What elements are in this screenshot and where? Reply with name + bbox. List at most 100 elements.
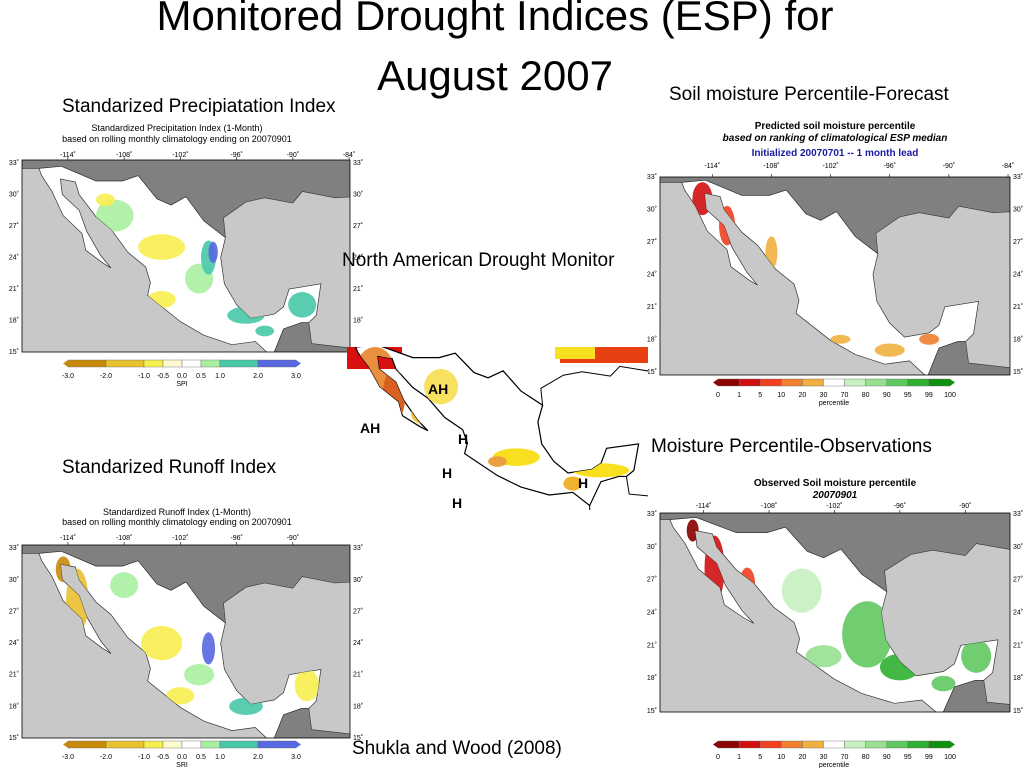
colorbar-segment bbox=[257, 740, 297, 749]
colorbar-segment bbox=[823, 378, 845, 387]
lat-label: 24˚ bbox=[1013, 609, 1023, 617]
colorbar-segment bbox=[802, 740, 824, 749]
anomaly-patch bbox=[805, 645, 842, 668]
colorbar-label: 20 bbox=[798, 392, 806, 399]
lon-label: -90˚ bbox=[959, 502, 971, 510]
colorbar-label: 70 bbox=[841, 392, 849, 399]
drought-label: AH bbox=[360, 420, 380, 436]
lat-label: 27˚ bbox=[9, 222, 19, 230]
anomaly-patch bbox=[781, 568, 822, 613]
colorbar-segment bbox=[823, 740, 845, 749]
anomaly-patch bbox=[96, 193, 115, 207]
lon-label: -102˚ bbox=[826, 502, 842, 510]
lon-label: -96˚ bbox=[230, 151, 242, 159]
lat-label: 18˚ bbox=[353, 702, 363, 710]
colorbar-segment bbox=[200, 359, 221, 368]
lat-label: 15˚ bbox=[9, 734, 19, 742]
colorbar-label: 0.5 bbox=[196, 373, 206, 380]
anomaly-patch bbox=[919, 333, 940, 345]
lon-label: -114˚ bbox=[60, 534, 76, 542]
colorbar-label: 100 bbox=[944, 392, 956, 399]
lat-label: 27˚ bbox=[353, 607, 363, 615]
colorbar-label: 100 bbox=[944, 754, 956, 761]
drought-label: H bbox=[578, 475, 588, 491]
map-body bbox=[660, 177, 1010, 375]
colorbar-label: 99 bbox=[925, 754, 933, 761]
lon-label: -96˚ bbox=[230, 534, 242, 542]
lon-label: -114˚ bbox=[60, 151, 76, 159]
map-body bbox=[22, 160, 350, 352]
colorbar-label: -2.0 bbox=[100, 373, 112, 380]
colorbar-label: 95 bbox=[904, 392, 912, 399]
colorbar-name: percentile bbox=[819, 400, 849, 407]
map-title: based on ranking of climatological ESP m… bbox=[723, 133, 948, 144]
colorbar-label: 20 bbox=[798, 754, 806, 761]
lat-label: 33˚ bbox=[1013, 510, 1023, 518]
colorbar-segment bbox=[738, 378, 761, 387]
map-title: based on rolling monthly climatology end… bbox=[62, 517, 292, 527]
lon-label: -84˚ bbox=[1002, 162, 1014, 170]
colorbar-label: 3.0 bbox=[291, 754, 301, 761]
lat-label: 24˚ bbox=[9, 254, 19, 262]
drought-patch bbox=[424, 369, 458, 405]
anomaly-patch bbox=[141, 625, 183, 661]
lat-label: 18˚ bbox=[647, 674, 657, 682]
lat-label: 21˚ bbox=[9, 285, 19, 293]
lat-label: 33˚ bbox=[9, 159, 19, 167]
colorbar-segment bbox=[200, 740, 221, 749]
slide-title: Monitored Drought Indices (ESP) for Augu… bbox=[156, 0, 834, 99]
colorbar-label: 0.5 bbox=[196, 754, 206, 761]
lat-label: 33˚ bbox=[353, 544, 363, 552]
lat-label: 21˚ bbox=[9, 671, 19, 679]
lon-label: -90˚ bbox=[943, 162, 955, 170]
map-frame bbox=[21, 159, 351, 353]
anomaly-patch bbox=[138, 234, 186, 260]
map-title: Observed Soil moisture percentile bbox=[754, 478, 917, 489]
anomaly-patch bbox=[961, 639, 992, 673]
lat-label: 27˚ bbox=[9, 607, 19, 615]
colorbar-cap bbox=[63, 360, 68, 367]
colorbar-label: 1 bbox=[737, 392, 741, 399]
map-title: Standardized Runoff Index (1-Month) bbox=[103, 507, 251, 517]
colorbar-segment bbox=[67, 359, 107, 368]
lat-label: 18˚ bbox=[9, 702, 19, 710]
lon-label: -102˚ bbox=[172, 151, 188, 159]
colorbar-label: 1.0 bbox=[215, 754, 225, 761]
anomaly-patch bbox=[201, 632, 216, 665]
colorbar-name: percentile bbox=[819, 762, 849, 768]
lat-label: 15˚ bbox=[1013, 368, 1023, 376]
colorbar-segment bbox=[219, 740, 259, 749]
lat-label: 30˚ bbox=[1013, 543, 1023, 551]
colorbar-segment bbox=[257, 359, 297, 368]
colorbar-label: -2.0 bbox=[100, 754, 112, 761]
lat-label: 21˚ bbox=[353, 285, 363, 293]
lat-label: 21˚ bbox=[1013, 641, 1023, 649]
lat-label: 18˚ bbox=[1013, 674, 1023, 682]
colorbar-name: SRI bbox=[176, 762, 188, 768]
lat-label: 30˚ bbox=[1013, 205, 1023, 213]
colorbar-segment bbox=[67, 740, 107, 749]
lat-label: 21˚ bbox=[647, 303, 657, 311]
colorbar-segment bbox=[219, 359, 259, 368]
mexico bbox=[669, 517, 999, 712]
map: Predicted soil moisture percentilebased … bbox=[647, 121, 1023, 407]
lon-label: -84˚ bbox=[343, 151, 355, 159]
lon-label: -90˚ bbox=[287, 151, 299, 159]
colorbar-segment bbox=[907, 740, 930, 749]
lat-label: 33˚ bbox=[647, 173, 657, 181]
colorbar-label: 99 bbox=[925, 392, 933, 399]
colorbar-segment bbox=[717, 378, 740, 387]
lon-label: -108˚ bbox=[116, 151, 132, 159]
colorbar-label: 2.0 bbox=[253, 754, 263, 761]
panel-label: Standarized Runoff Index bbox=[62, 457, 277, 478]
colorbar-segment bbox=[886, 378, 909, 387]
map: Standardized Precipitation Index (1-Mont… bbox=[9, 123, 363, 388]
map-body bbox=[660, 513, 1010, 712]
colorbar-segment bbox=[907, 378, 930, 387]
anomaly-patch bbox=[255, 325, 275, 337]
lat-label: 18˚ bbox=[647, 335, 657, 343]
anomaly-patch bbox=[874, 343, 905, 357]
colorbar-segment bbox=[759, 740, 782, 749]
